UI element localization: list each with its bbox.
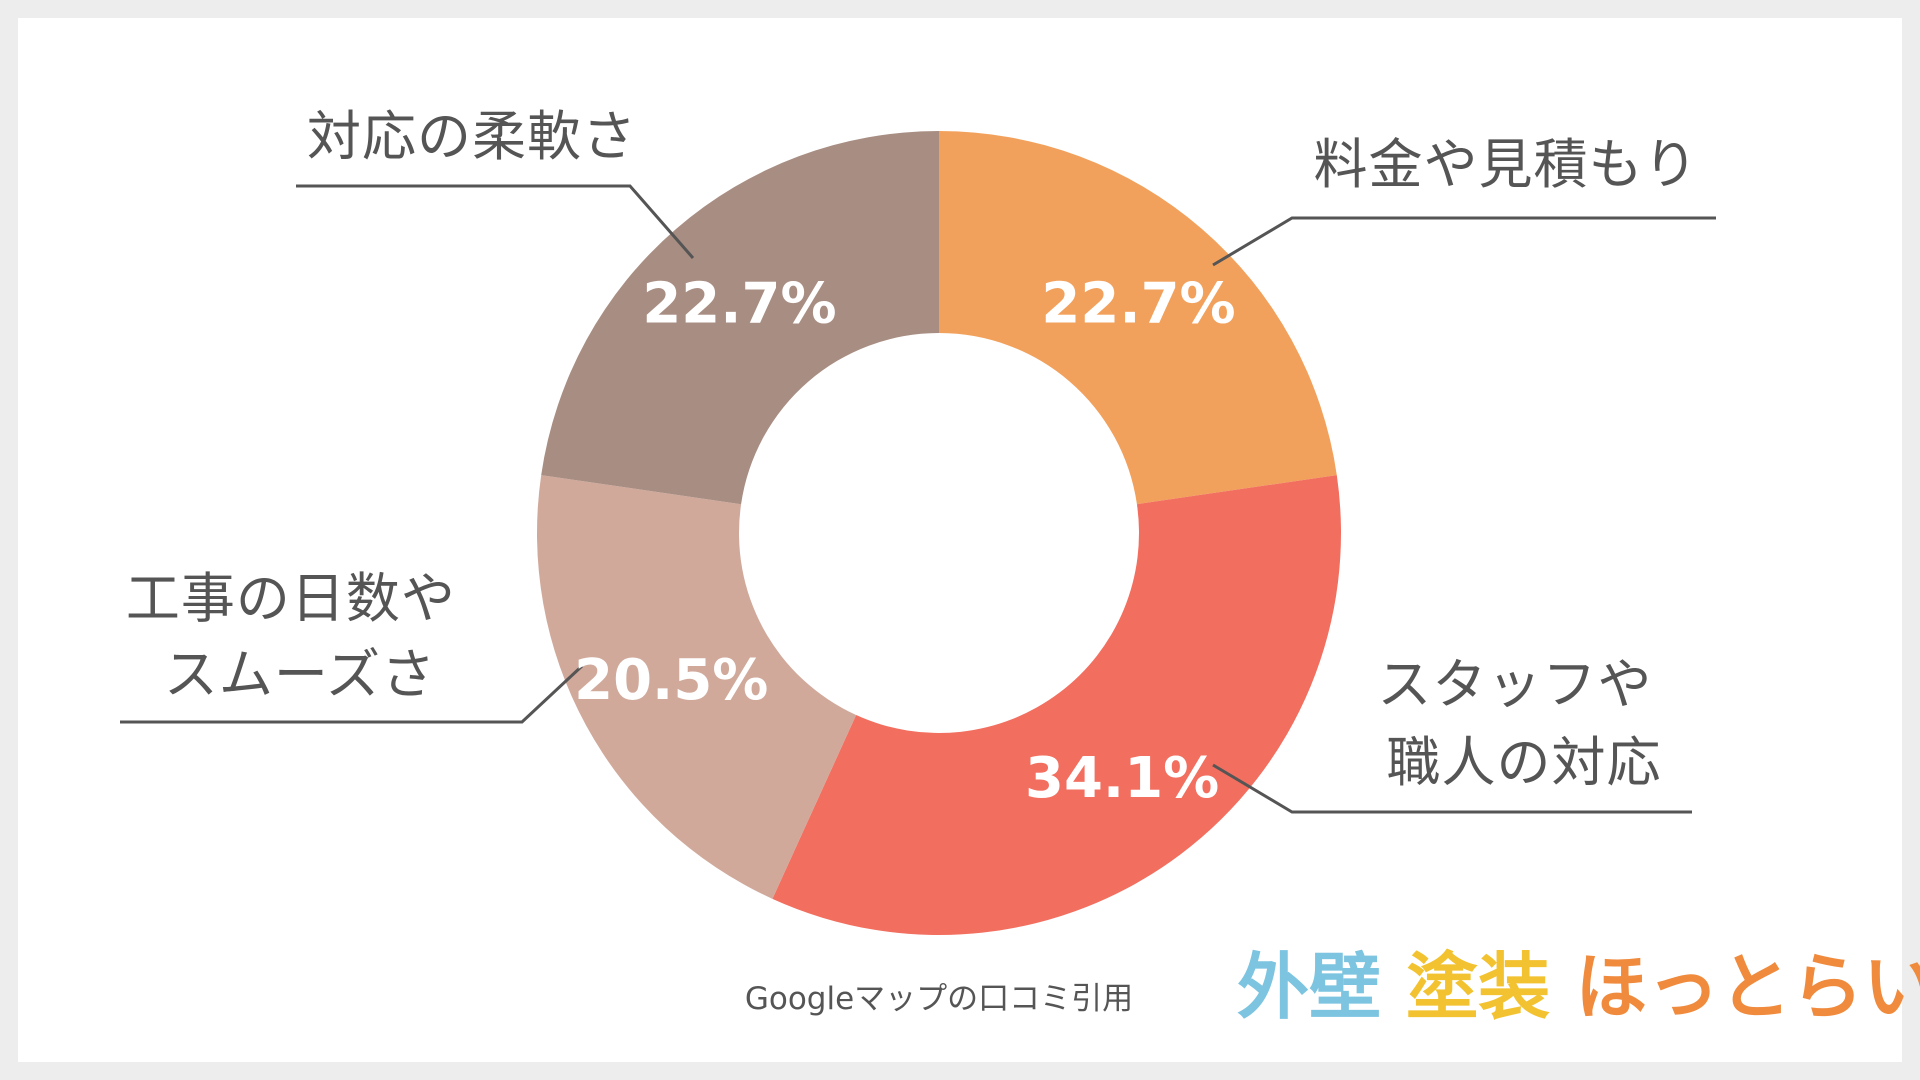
leader-line-0	[1212, 216, 1716, 267]
category-label-3: 対応の柔軟さ	[307, 105, 637, 168]
donut-slices	[537, 131, 1341, 936]
category-label-2-line-0: 工事の日数や	[126, 567, 456, 630]
category-label-3-line-0: 対応の柔軟さ	[307, 105, 637, 168]
donut-slice-3	[541, 131, 939, 505]
category-label-1: スタッフや 職人の対応	[1377, 653, 1670, 794]
leader-line-2	[120, 664, 584, 724]
slice-value-label-0: 22.7%	[1041, 271, 1235, 336]
category-labels: 料金や見積もり スタッフや 職人の対応 工事の日数や スムーズさ 対応の柔軟さ	[126, 105, 1699, 794]
brand-logo-part-2: ほっとらいん	[1575, 945, 1920, 1029]
category-label-0: 料金や見積もり	[1314, 133, 1699, 196]
source-note: Googleマップの口コミ引用	[745, 981, 1133, 1017]
brand-logo: 外壁 塗装 ほっとらいん	[1237, 945, 1920, 1029]
brand-logo-part-1: 塗装	[1406, 945, 1550, 1029]
donut-slice-0	[939, 131, 1337, 505]
category-label-2-line-1: スムーズさ	[164, 643, 436, 706]
slice-value-label-1: 34.1%	[1025, 746, 1219, 811]
percentage-labels: 22.7% 34.1% 20.5% 22.7%	[574, 271, 1236, 811]
slice-value-label-3: 22.7%	[642, 271, 836, 336]
leader-lines	[120, 184, 1716, 814]
donut-slice-2	[537, 475, 857, 899]
slice-value-label-2: 20.5%	[574, 648, 768, 713]
category-label-2: 工事の日数や スムーズさ	[126, 567, 474, 706]
category-label-0-line-0: 料金や見積もり	[1314, 133, 1699, 196]
category-label-1-line-1: 職人の対応	[1387, 731, 1662, 794]
donut-slice-1	[772, 475, 1341, 936]
category-label-1-line-0: スタッフや	[1377, 653, 1652, 716]
brand-logo-part-0: 外壁	[1237, 945, 1381, 1029]
leader-line-3	[296, 184, 695, 259]
leader-line-1	[1212, 763, 1692, 814]
